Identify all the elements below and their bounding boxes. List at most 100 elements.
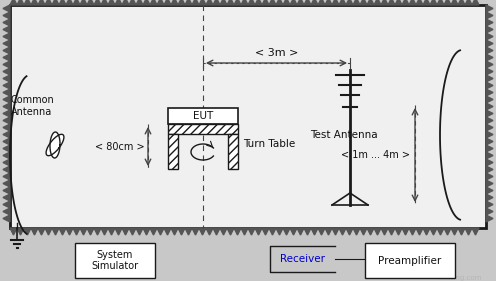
Polygon shape (332, 0, 339, 5)
Polygon shape (353, 0, 360, 5)
Polygon shape (241, 0, 248, 5)
Polygon shape (3, 12, 10, 19)
Polygon shape (164, 228, 171, 235)
Polygon shape (150, 228, 157, 235)
Polygon shape (283, 0, 290, 5)
Polygon shape (360, 0, 367, 5)
Polygon shape (255, 228, 262, 235)
Polygon shape (220, 228, 227, 235)
Polygon shape (87, 0, 94, 5)
Polygon shape (486, 5, 493, 12)
Polygon shape (3, 215, 10, 222)
Polygon shape (276, 0, 283, 5)
Polygon shape (297, 228, 304, 235)
Polygon shape (192, 228, 199, 235)
Polygon shape (185, 0, 192, 5)
Polygon shape (234, 0, 241, 5)
Polygon shape (283, 228, 290, 235)
Polygon shape (3, 47, 10, 54)
Polygon shape (332, 228, 339, 235)
Polygon shape (248, 0, 255, 5)
Polygon shape (416, 228, 423, 235)
Polygon shape (73, 228, 80, 235)
Polygon shape (66, 0, 73, 5)
Polygon shape (255, 0, 262, 5)
Polygon shape (3, 187, 10, 194)
Polygon shape (10, 228, 17, 235)
Polygon shape (241, 228, 248, 235)
Polygon shape (486, 208, 493, 215)
Text: < 3m >: < 3m > (255, 48, 298, 58)
Polygon shape (108, 228, 115, 235)
Polygon shape (486, 145, 493, 152)
Polygon shape (94, 228, 101, 235)
Polygon shape (31, 228, 38, 235)
Polygon shape (59, 0, 66, 5)
Polygon shape (24, 228, 31, 235)
Polygon shape (402, 228, 409, 235)
Polygon shape (486, 96, 493, 103)
Polygon shape (486, 19, 493, 26)
Polygon shape (3, 82, 10, 89)
Polygon shape (122, 0, 129, 5)
Polygon shape (206, 0, 213, 5)
Text: itesting.com: itesting.com (438, 275, 482, 281)
Polygon shape (486, 194, 493, 201)
Polygon shape (367, 228, 374, 235)
Polygon shape (87, 228, 94, 235)
Polygon shape (3, 40, 10, 47)
Polygon shape (227, 228, 234, 235)
Polygon shape (3, 61, 10, 68)
Polygon shape (3, 103, 10, 110)
Polygon shape (3, 19, 10, 26)
Polygon shape (38, 0, 45, 5)
Bar (228, 134, 238, 169)
Bar (10, 5, 486, 228)
Polygon shape (486, 138, 493, 145)
Polygon shape (486, 215, 493, 222)
Polygon shape (346, 0, 353, 5)
Polygon shape (465, 228, 472, 235)
Polygon shape (3, 208, 10, 215)
Bar (168, 108, 238, 124)
Polygon shape (304, 228, 311, 235)
Polygon shape (45, 228, 52, 235)
Polygon shape (3, 180, 10, 187)
Polygon shape (444, 228, 451, 235)
Polygon shape (171, 0, 178, 5)
Polygon shape (374, 228, 381, 235)
Polygon shape (290, 228, 297, 235)
Text: Turn Table: Turn Table (243, 139, 295, 149)
Polygon shape (339, 0, 346, 5)
Polygon shape (290, 0, 297, 5)
Polygon shape (206, 228, 213, 235)
Polygon shape (248, 228, 255, 235)
Polygon shape (486, 201, 493, 208)
Polygon shape (465, 0, 472, 5)
Polygon shape (59, 228, 66, 235)
Polygon shape (3, 152, 10, 159)
Polygon shape (472, 228, 479, 235)
Polygon shape (3, 75, 10, 82)
Polygon shape (227, 0, 234, 5)
Polygon shape (3, 33, 10, 40)
Polygon shape (353, 228, 360, 235)
Polygon shape (486, 68, 493, 75)
Polygon shape (17, 228, 24, 235)
Polygon shape (402, 0, 409, 5)
Polygon shape (3, 68, 10, 75)
Text: Receiver: Receiver (280, 254, 325, 264)
Polygon shape (157, 0, 164, 5)
Polygon shape (3, 194, 10, 201)
Polygon shape (199, 0, 206, 5)
Polygon shape (486, 180, 493, 187)
Polygon shape (178, 0, 185, 5)
Polygon shape (381, 0, 388, 5)
Polygon shape (409, 0, 416, 5)
Polygon shape (311, 0, 318, 5)
Polygon shape (367, 0, 374, 5)
Polygon shape (38, 228, 45, 235)
Polygon shape (3, 124, 10, 131)
Polygon shape (437, 228, 444, 235)
Polygon shape (388, 228, 395, 235)
